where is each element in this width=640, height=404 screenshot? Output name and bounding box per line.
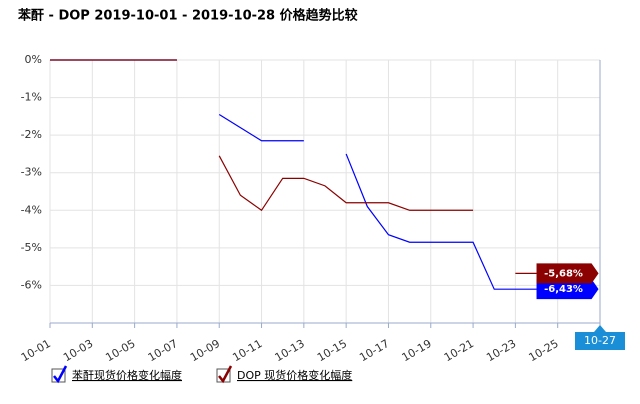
x-tick-label: 10-23 [484,337,518,364]
end-label-box [536,263,599,284]
y-tick-label: -6% [21,278,42,291]
x-tick-highlight [575,332,625,350]
legend-check [53,365,68,384]
x-tick-label: 10-21 [442,337,476,364]
series-line [50,59,537,275]
x-tick-label: 10-01 [19,337,53,364]
x-tick-label: 10-11 [230,337,264,364]
legend-label[interactable]: DOP 现货价格变化幅度 [237,368,352,382]
x-tick-label: 10-03 [61,337,95,364]
y-tick-label: -4% [21,203,42,216]
legend-label[interactable]: 苯酐现货价格变化幅度 [72,368,182,382]
y-tick-label: -1% [21,91,42,104]
chart-title: 苯酐 - DOP 2019-10-01 - 2019-10-28 价格趋势比较 [17,8,358,24]
x-tick-label: 10-15 [315,337,349,364]
end-label-box [536,279,599,300]
y-tick-label: -3% [21,166,42,179]
y-tick-label: 0% [25,53,42,66]
end-label: -6,43% [544,284,583,295]
series-line [50,59,537,290]
x-tick-label: 10-13 [273,337,307,364]
x-tick-label: 10-27 [584,334,616,347]
x-tick-label: 10-05 [103,337,137,364]
x-tick-label: 10-25 [527,337,561,364]
x-tick-label: 10-09 [188,337,222,364]
y-tick-label: -2% [21,128,42,141]
y-tick-label: -5% [21,241,42,254]
x-tick-label: 10-07 [146,337,180,364]
x-tick-label: 10-19 [400,337,434,364]
end-label: -5,68% [544,268,583,279]
x-tick-label: 10-17 [357,337,391,364]
x-tick-pointer [594,325,606,332]
legend-check [218,365,233,384]
